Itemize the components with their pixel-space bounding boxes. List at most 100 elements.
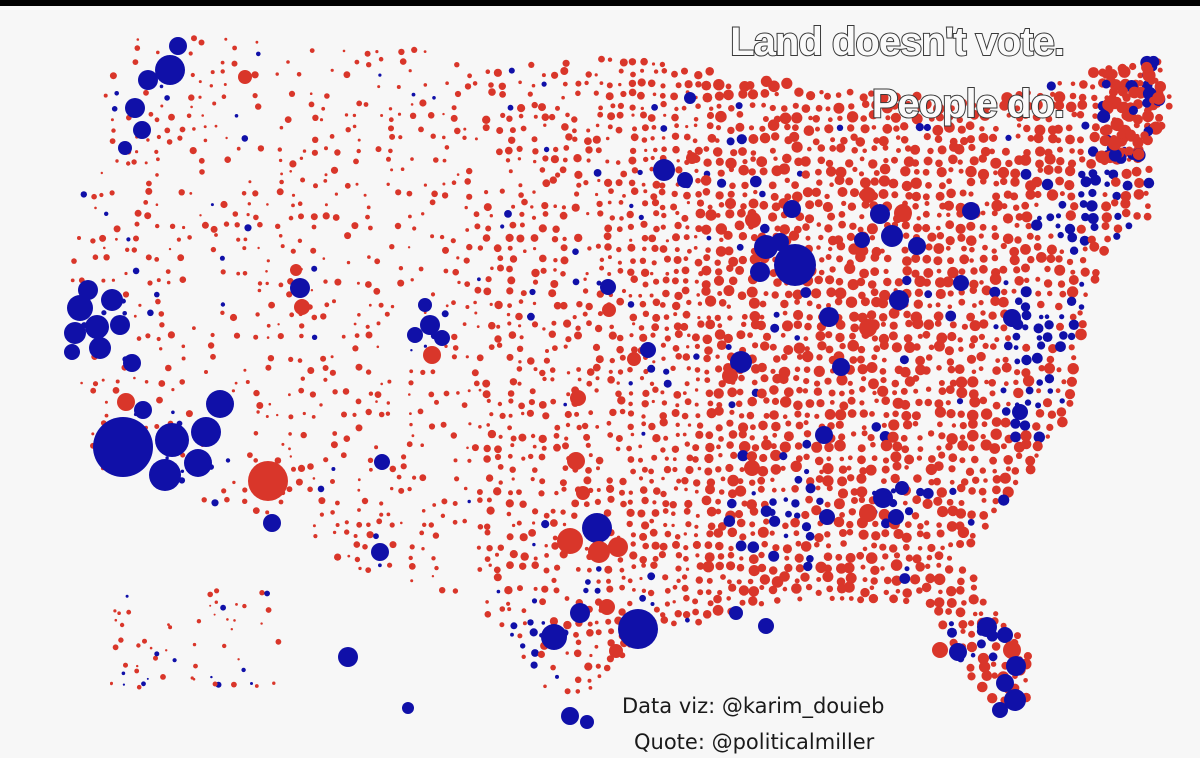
republican-county-bubble <box>628 294 633 298</box>
republican-county-bubble <box>648 468 654 475</box>
republican-county-bubble <box>1023 101 1033 111</box>
republican-county-bubble <box>604 224 613 233</box>
republican-county-bubble <box>1048 101 1057 110</box>
republican-county-bubble <box>772 432 778 438</box>
republican-county-bubble <box>330 479 335 484</box>
republican-county-bubble <box>453 458 458 463</box>
democrat-county-bubble <box>411 92 416 97</box>
republican-county-bubble <box>342 388 350 395</box>
republican-county-bubble <box>1067 192 1076 201</box>
democrat-county-bubble <box>225 458 231 463</box>
republican-county-bubble <box>466 243 473 251</box>
democrat-county-bubble <box>725 344 732 350</box>
republican-county-bubble <box>627 578 633 584</box>
democrat-county-bubble <box>804 468 810 475</box>
republican-county-bubble <box>825 543 832 549</box>
democrat-county-bubble <box>783 497 789 502</box>
republican-county-bubble <box>814 413 820 419</box>
republican-county-bubble <box>1059 191 1065 197</box>
democrat-metro-bubble <box>67 295 93 321</box>
republican-county-bubble <box>616 226 623 233</box>
republican-county-bubble <box>1089 241 1100 252</box>
republican-county-bubble <box>340 452 347 459</box>
republican-county-bubble <box>916 530 924 538</box>
republican-county-bubble <box>848 103 855 110</box>
republican-county-bubble <box>378 56 384 62</box>
democrat-metro-bubble <box>881 225 903 247</box>
republican-county-bubble <box>456 256 460 260</box>
republican-county-bubble <box>1034 124 1046 136</box>
republican-county-bubble <box>1009 246 1020 257</box>
democrat-county-bubble <box>769 498 777 506</box>
republican-county-bubble <box>198 157 205 164</box>
republican-county-bubble <box>265 281 269 286</box>
republican-county-bubble <box>1078 93 1087 102</box>
republican-county-bubble <box>537 650 546 659</box>
democrat-metro-bubble <box>149 459 181 491</box>
republican-county-bubble <box>815 104 823 112</box>
democrat-county-bubble <box>1010 431 1021 443</box>
republican-county-bubble <box>1046 423 1054 431</box>
republican-county-bubble <box>978 366 984 372</box>
republican-county-bubble <box>312 114 319 122</box>
republican-county-bubble <box>233 332 241 339</box>
republican-county-bubble <box>664 326 670 332</box>
republican-county-bubble <box>619 567 625 573</box>
republican-county-bubble <box>901 410 912 421</box>
republican-county-bubble <box>353 322 357 326</box>
republican-county-bubble <box>825 254 832 260</box>
republican-county-bubble <box>1090 274 1100 284</box>
republican-county-bubble <box>847 455 853 461</box>
republican-county-bubble <box>1069 92 1077 100</box>
republican-county-bubble <box>472 81 478 86</box>
republican-county-bubble <box>992 468 997 474</box>
republican-county-bubble <box>355 398 362 405</box>
republican-county-bubble <box>334 278 342 286</box>
republican-county-bubble <box>825 166 837 177</box>
republican-county-bubble <box>626 508 635 517</box>
republican-county-bubble <box>902 420 913 430</box>
republican-county-bubble <box>376 518 383 525</box>
republican-county-bubble <box>354 59 360 65</box>
republican-county-bubble <box>518 433 527 442</box>
republican-county-bubble <box>651 541 660 550</box>
republican-county-bubble <box>818 269 825 276</box>
republican-county-bubble <box>169 223 176 229</box>
republican-county-bubble <box>1065 210 1077 221</box>
republican-county-bubble <box>695 377 700 382</box>
republican-county-bubble <box>659 412 667 420</box>
republican-county-bubble <box>991 225 998 231</box>
republican-county-bubble <box>761 102 766 108</box>
republican-county-bubble <box>983 104 991 112</box>
republican-county-bubble <box>615 160 621 165</box>
republican-county-bubble <box>255 103 262 110</box>
republican-county-bubble <box>450 238 456 244</box>
democrat-metro-bubble <box>580 715 594 729</box>
republican-county-bubble <box>482 124 490 132</box>
republican-county-bubble <box>538 490 545 497</box>
republican-county-bubble <box>1056 157 1065 166</box>
republican-county-bubble <box>288 414 294 420</box>
republican-county-bubble <box>700 175 712 186</box>
republican-county-bubble <box>319 403 323 407</box>
democrat-county-bubble <box>993 324 999 330</box>
democrat-county-bubble <box>1035 402 1042 409</box>
republican-county-bubble <box>266 323 271 328</box>
republican-county-bubble <box>675 166 683 174</box>
republican-county-bubble <box>805 399 815 408</box>
republican-county-bubble <box>321 106 326 111</box>
republican-county-bubble <box>694 258 703 267</box>
republican-county-bubble <box>407 246 411 249</box>
democrat-county-bubble <box>527 619 534 626</box>
republican-county-bubble <box>719 237 724 242</box>
republican-county-bubble <box>182 225 186 230</box>
republican-county-bubble <box>198 95 202 99</box>
republican-county-bubble <box>748 554 759 565</box>
republican-county-bubble <box>948 542 954 548</box>
republican-county-bubble <box>934 606 944 616</box>
republican-county-bubble <box>760 341 770 351</box>
republican-county-bubble <box>428 423 436 430</box>
republican-county-bubble <box>967 510 976 519</box>
republican-county-bubble <box>783 345 794 355</box>
republican-county-bubble <box>463 127 467 131</box>
